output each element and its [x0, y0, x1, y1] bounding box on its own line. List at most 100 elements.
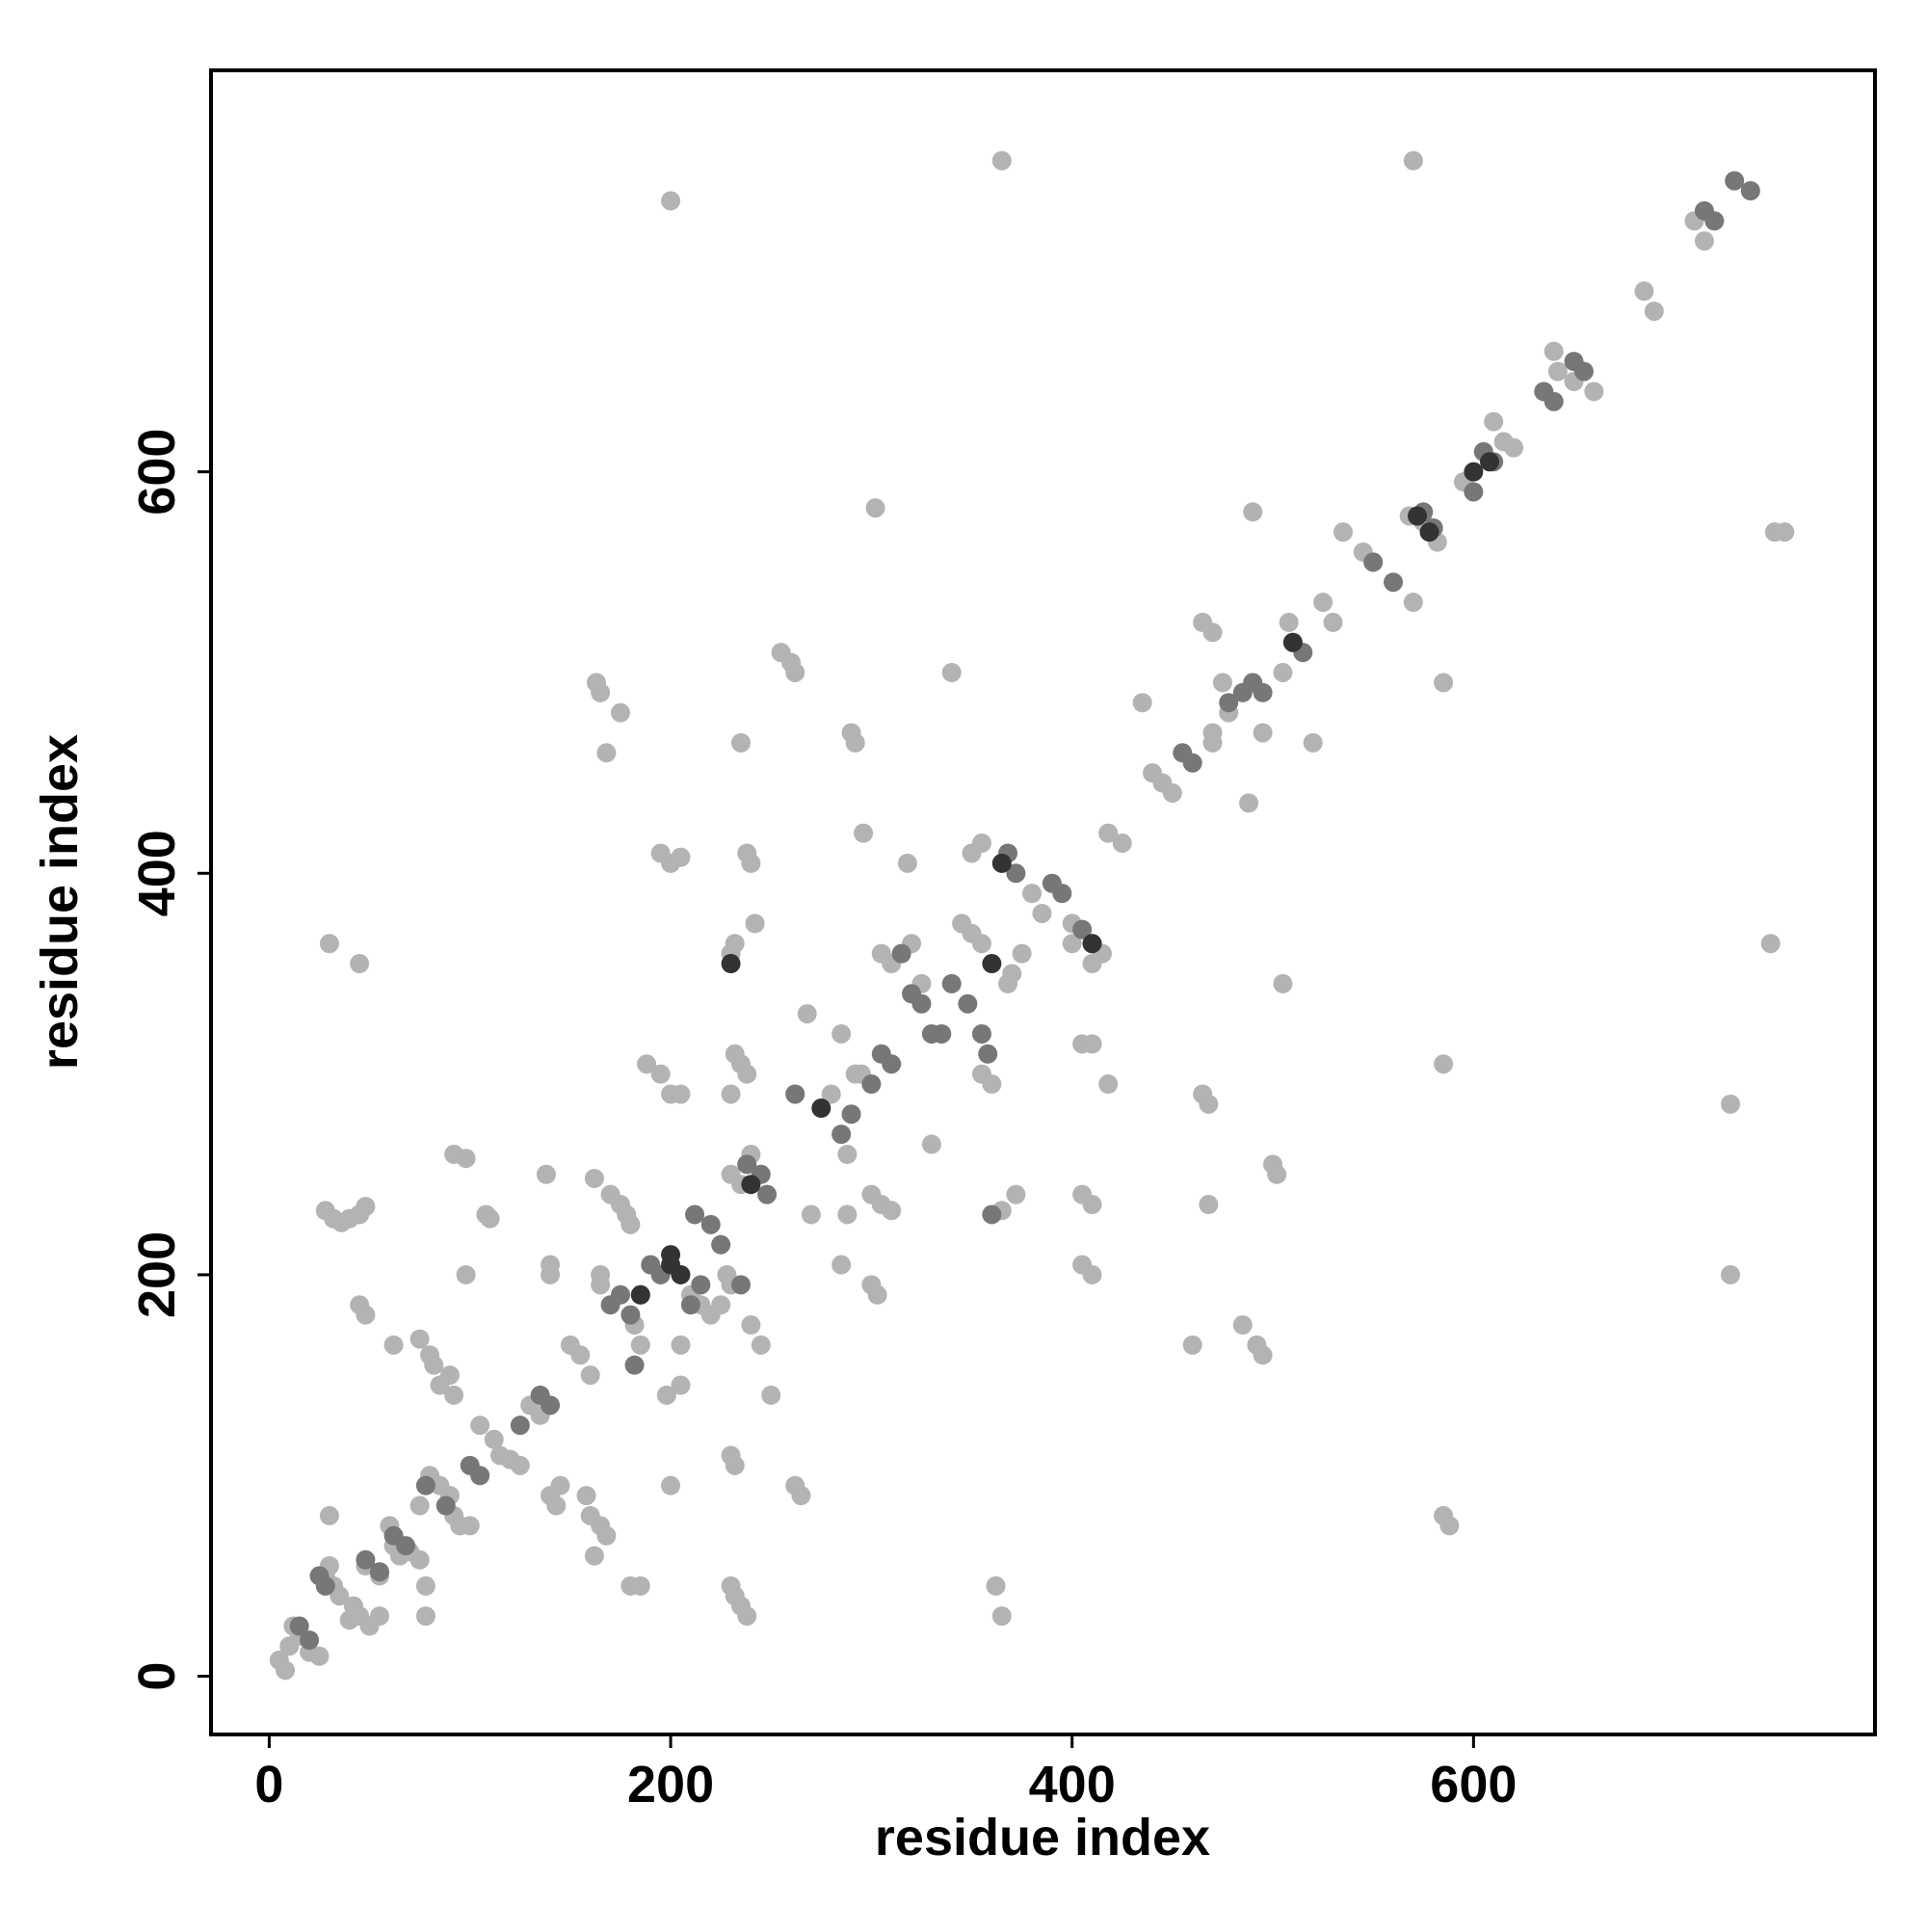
point [1182, 753, 1202, 773]
point [897, 853, 917, 873]
point [785, 1084, 805, 1104]
point [409, 1329, 430, 1349]
point [1219, 693, 1239, 713]
point [1098, 823, 1119, 843]
point [661, 1475, 681, 1495]
point [1199, 1094, 1219, 1114]
point [941, 973, 962, 993]
point [541, 1395, 561, 1416]
point [541, 1255, 561, 1275]
point [832, 1125, 852, 1145]
point [867, 1284, 887, 1305]
point [671, 1084, 691, 1104]
point [656, 1385, 676, 1405]
point [737, 1606, 757, 1627]
point [1544, 341, 1564, 361]
point [982, 1074, 1002, 1095]
point [1760, 934, 1781, 954]
point [1253, 723, 1273, 743]
point [1282, 632, 1303, 652]
point [1253, 1345, 1273, 1365]
point [536, 1164, 556, 1184]
point [630, 1575, 650, 1596]
point [1434, 673, 1454, 693]
point [620, 1305, 641, 1325]
point [550, 1475, 570, 1495]
point [832, 1023, 852, 1044]
point [1267, 1164, 1287, 1184]
point [1725, 171, 1745, 191]
point [785, 662, 805, 682]
point [409, 1495, 430, 1516]
point [921, 1134, 941, 1154]
point [1202, 622, 1223, 643]
point [861, 1074, 882, 1095]
point [1721, 1264, 1741, 1284]
point [1573, 361, 1594, 382]
point [356, 1197, 376, 1217]
point [691, 1275, 711, 1295]
x-axis-label: residue index [875, 1809, 1210, 1866]
point [1704, 211, 1725, 231]
point [1212, 673, 1232, 693]
point [737, 1154, 757, 1175]
point [671, 1335, 691, 1355]
point [591, 682, 611, 702]
point [276, 1660, 296, 1681]
point [409, 1549, 430, 1570]
point [991, 1606, 1012, 1627]
point [369, 1562, 389, 1582]
point [369, 1606, 389, 1627]
point [1694, 231, 1714, 251]
point [1022, 884, 1043, 904]
point [620, 1214, 641, 1234]
point [978, 1044, 998, 1064]
point [546, 1495, 567, 1516]
point [444, 1385, 464, 1405]
point [711, 1295, 731, 1315]
y-tick-label: 400 [128, 830, 186, 916]
point [745, 913, 765, 934]
point [711, 1234, 731, 1255]
point [1182, 1335, 1202, 1355]
point [841, 1104, 861, 1125]
point [1112, 834, 1132, 854]
point [415, 1475, 436, 1495]
point [439, 1365, 460, 1386]
point [289, 1616, 309, 1636]
point [650, 1064, 671, 1084]
point [356, 1305, 376, 1325]
point [941, 662, 962, 682]
point [470, 1466, 490, 1486]
point [1243, 502, 1263, 522]
point [610, 1284, 630, 1305]
point [584, 1168, 604, 1188]
point [396, 1536, 416, 1556]
point [837, 1144, 858, 1164]
point [1072, 919, 1093, 940]
point [1303, 732, 1323, 753]
point [436, 1495, 456, 1516]
point [484, 1429, 504, 1449]
point [1323, 612, 1343, 632]
y-tick-label: 0 [128, 1662, 186, 1691]
point [1082, 934, 1102, 954]
point [991, 853, 1012, 873]
point [1279, 612, 1299, 632]
point [882, 1054, 902, 1074]
point [1012, 943, 1032, 964]
point [1547, 361, 1568, 382]
point [661, 191, 681, 211]
point [932, 1023, 952, 1044]
point [456, 1149, 476, 1169]
point [958, 993, 978, 1014]
point [721, 1084, 741, 1104]
point [661, 1245, 681, 1265]
point [424, 1355, 444, 1375]
point [791, 1486, 811, 1506]
point [1132, 693, 1152, 713]
point [415, 1575, 436, 1596]
point [319, 1505, 339, 1525]
point [580, 1365, 600, 1386]
